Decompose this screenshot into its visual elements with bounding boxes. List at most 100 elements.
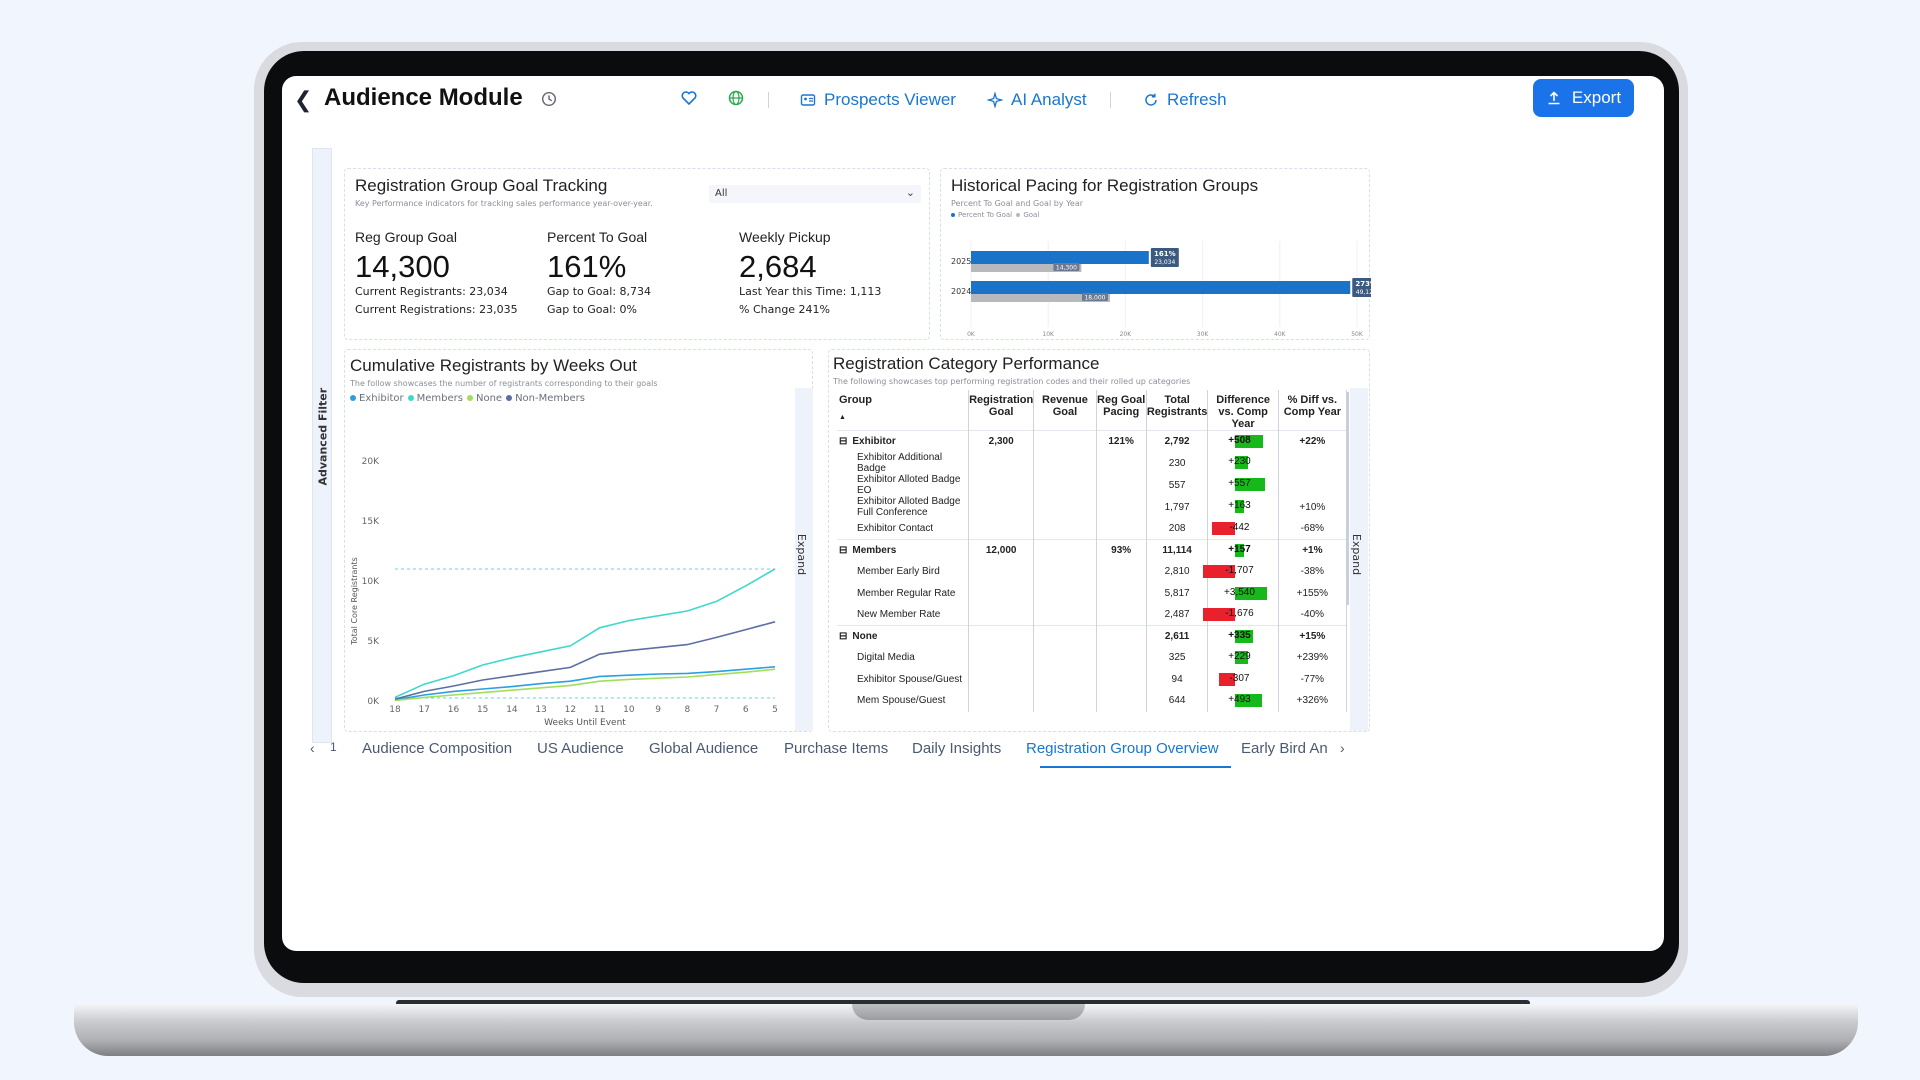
table-group-row[interactable]: ⊟ Members 12,000 93% 11,114 +157 +1% xyxy=(837,539,1348,561)
kpi-label: Weekly Pickup xyxy=(739,229,831,245)
row-group-name: Exhibitor Alloted Badge EO xyxy=(837,474,969,496)
column-header[interactable]: % Diff vs. Comp Year xyxy=(1278,390,1348,431)
table-cell xyxy=(1033,625,1097,647)
table-cell xyxy=(1033,430,1097,452)
column-header[interactable]: Registration Goal xyxy=(968,390,1035,431)
diff-cell: -1,676 xyxy=(1203,604,1279,626)
table-cell xyxy=(1033,604,1097,626)
back-icon[interactable]: ❮ xyxy=(294,88,313,113)
toolbar-divider xyxy=(1110,92,1111,108)
laptop-notch xyxy=(852,1004,1085,1020)
table-row[interactable]: Member Regular Rate 5,817 +3,540 +155% xyxy=(837,582,1348,604)
tab-purchase-items[interactable]: Purchase Items xyxy=(784,740,889,757)
table-row[interactable]: Exhibitor Alloted Badge Full Conference 1… xyxy=(837,496,1348,518)
y-tick-label: 0K xyxy=(367,697,380,707)
legend-item[interactable]: Exhibitor xyxy=(350,393,404,404)
goal-data-label: 18,000 xyxy=(1084,295,1105,302)
diff-value: -307 xyxy=(1229,672,1250,684)
historical-pacing-subtitle: Percent To Goal and Goal by Year xyxy=(951,199,1084,208)
table-cell: -38% xyxy=(1278,561,1348,583)
column-header[interactable]: Total Registrants xyxy=(1146,390,1209,431)
x-tick-label: 10 xyxy=(623,705,635,715)
active-tab-indicator xyxy=(1040,766,1231,768)
legend-item[interactable]: Members xyxy=(407,393,463,404)
column-header[interactable]: Revenue Goal xyxy=(1033,390,1097,431)
positive-diff-bar xyxy=(1235,694,1262,707)
table-cell: +239% xyxy=(1278,647,1348,669)
y-tick-label: 15K xyxy=(362,517,380,527)
percent-data-value: 23,034 xyxy=(1154,259,1175,266)
group-filter-dropdown[interactable]: All ⌄ xyxy=(709,185,921,203)
x-axis-label: Weeks Until Event xyxy=(544,718,626,728)
table-group-row[interactable]: ⊟ None 2,611 +335 +15% xyxy=(837,625,1348,647)
tabs-prev-icon[interactable]: ‹ xyxy=(310,740,315,756)
row-label: Exhibitor Spouse/Guest xyxy=(857,673,963,685)
legend-item[interactable]: None xyxy=(466,393,502,404)
table-row[interactable]: Mem Spouse/Guest 644 +493 +326% xyxy=(837,690,1348,712)
table-cell xyxy=(968,690,1035,712)
y-tick-label: 10K xyxy=(362,577,380,587)
table-row[interactable]: Exhibitor Spouse/Guest 94 -307 -77% xyxy=(837,668,1348,690)
row-group-name: ⊟ None xyxy=(837,625,969,647)
table-cell: 230 xyxy=(1146,452,1209,474)
tabs-prev-page[interactable]: 1 xyxy=(330,740,337,754)
refresh-button[interactable]: Refresh xyxy=(1143,85,1227,115)
category-performance-subtitle: The following showcases top performing r… xyxy=(833,377,1191,386)
series-line-non-members xyxy=(394,621,776,700)
globe-icon[interactable] xyxy=(726,88,746,108)
row-group-name: Exhibitor Alloted Badge Full Conference xyxy=(837,496,969,518)
collapse-icon[interactable]: ⊟ xyxy=(839,631,848,642)
table-row[interactable]: Exhibitor Contact 208 -442 -68% xyxy=(837,518,1348,540)
table-scrollbar[interactable] xyxy=(1346,392,1349,605)
kpi-label: Reg Group Goal xyxy=(355,229,457,245)
tab-us-audience[interactable]: US Audience xyxy=(537,740,624,757)
table-row[interactable]: Digital Media 325 +229 +239% xyxy=(837,647,1348,669)
table-cell xyxy=(1096,496,1147,518)
table-row[interactable]: Exhibitor Additional Badge 230 +230 xyxy=(837,452,1348,474)
historical-pacing-chart: 0K 10K 20K 30K 40K 50K 2025 14,300 161%23,034 202… xyxy=(951,241,1371,338)
diff-cell: +335 xyxy=(1207,625,1279,647)
table-row[interactable]: Member Early Bird 2,810 -1,707 -38% xyxy=(837,561,1348,583)
x-tick-label: 12 xyxy=(565,705,576,715)
row-group-name: ⊟ Members xyxy=(837,539,969,561)
table-cell xyxy=(1033,668,1097,690)
tab-registration-group-overview[interactable]: Registration Group Overview xyxy=(1026,740,1219,757)
table-cell: 2,810 xyxy=(1146,561,1209,583)
x-tick-label: 50K xyxy=(1351,331,1364,338)
tabs-next-icon[interactable]: › xyxy=(1340,740,1345,756)
table-cell: 11,114 xyxy=(1146,539,1209,561)
table-cell: 557 xyxy=(1146,474,1209,496)
collapse-icon[interactable]: ⊟ xyxy=(839,545,848,556)
diff-cell: +557 xyxy=(1207,474,1279,496)
tab-daily-insights[interactable]: Daily Insights xyxy=(912,740,1002,757)
goal-bar xyxy=(971,294,1110,302)
tab-global-audience[interactable]: Global Audience xyxy=(649,740,759,757)
export-button[interactable]: Export xyxy=(1533,79,1634,117)
history-icon[interactable] xyxy=(540,90,558,108)
expand-panel[interactable]: Expand xyxy=(1350,388,1368,731)
chevron-down-icon: ⌄ xyxy=(905,186,915,199)
prospects-viewer-button[interactable]: Prospects Viewer xyxy=(800,85,956,115)
expand-panel[interactable]: Expand xyxy=(795,388,813,731)
table-cell: +155% xyxy=(1278,582,1348,604)
column-header[interactable]: Difference vs. Comp Year xyxy=(1207,390,1279,431)
heart-icon[interactable] xyxy=(679,88,699,108)
tab-early-bird[interactable]: Early Bird An xyxy=(1241,740,1328,757)
table-cell: +1% xyxy=(1278,539,1348,561)
table-group-row[interactable]: ⊟ Exhibitor 2,300 121% 2,792 +508 +22% xyxy=(837,430,1348,452)
positive-diff-bar xyxy=(1235,500,1245,513)
column-header-group[interactable]: Group ▲ xyxy=(837,390,969,431)
kpi-label: Percent To Goal xyxy=(547,229,648,245)
diff-cell: -442 xyxy=(1207,518,1279,540)
collapse-icon[interactable]: ⊟ xyxy=(839,436,848,447)
x-tick-label: 30K xyxy=(1197,331,1210,338)
row-label: Member Regular Rate xyxy=(857,587,956,599)
table-cell xyxy=(968,604,1035,626)
advanced-filter-panel[interactable]: Advanced Filter xyxy=(312,148,332,743)
column-header[interactable]: Reg Goal Pacing xyxy=(1096,390,1147,431)
table-row[interactable]: New Member Rate 2,487 -1,676 -40% xyxy=(837,604,1348,626)
tab-audience-composition[interactable]: Audience Composition xyxy=(362,740,513,757)
table-row[interactable]: Exhibitor Alloted Badge EO 557 +557 xyxy=(837,474,1348,496)
ai-analyst-button[interactable]: AI Analyst xyxy=(987,85,1087,115)
legend-item[interactable]: Non-Members xyxy=(506,393,585,404)
